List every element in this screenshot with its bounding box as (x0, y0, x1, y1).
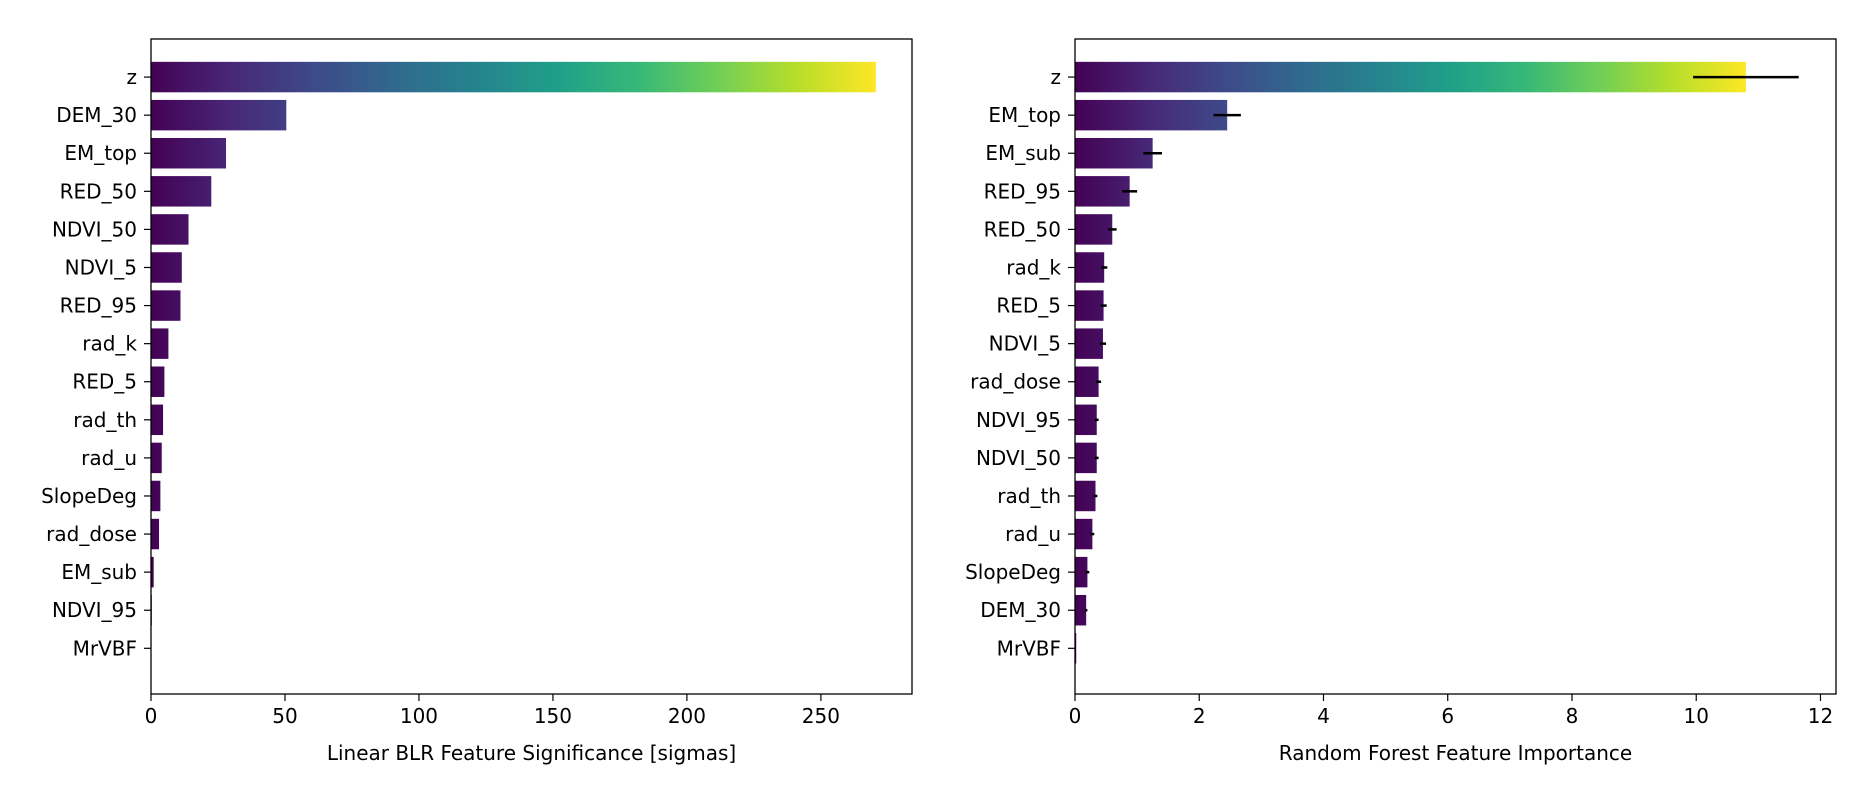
bar-ndvi-5 (151, 252, 182, 283)
x-tick-label: 100 (400, 704, 438, 728)
y-tick-label: MrVBF (997, 636, 1061, 660)
y-tick-label: DEM_30 (980, 598, 1061, 622)
y-tick-label: RED_50 (60, 179, 137, 203)
bar-rad-th (151, 404, 164, 436)
bar-red-5 (1075, 290, 1104, 321)
y-tick-label: SlopeDeg (41, 484, 137, 508)
y-tick-label: z (1051, 65, 1062, 89)
right-chart: z EM_top EM_sub RED_95 RED_50 rad_k RED_5 NDVI_… (965, 38, 1837, 765)
bar-z (1075, 61, 1746, 93)
y-tick-label: NDVI_95 (976, 408, 1061, 432)
x-tick-label: 12 (1808, 704, 1833, 728)
bar-rad-th (1075, 480, 1096, 512)
y-tick-label: DEM_30 (56, 103, 137, 127)
bar-red-5 (151, 366, 165, 397)
bar-ndvi-5 (1075, 328, 1103, 359)
bar-rad-dose (151, 518, 160, 550)
y-tick-label: rad_k (1006, 255, 1061, 279)
y-tick-label: rad_th (997, 484, 1061, 508)
x-tick-label: 8 (1566, 704, 1579, 728)
bar-slopedeg (1075, 556, 1088, 588)
bar-ndvi-95 (1075, 404, 1097, 436)
bar-dem-30 (1075, 594, 1087, 626)
bar-red-95 (151, 290, 181, 321)
y-tick-label: EM_top (988, 103, 1061, 127)
bar-em-sub (1075, 138, 1153, 169)
x-tick-label: 10 (1683, 704, 1708, 728)
x-tick-label: 6 (1441, 704, 1454, 728)
x-tick-label: 200 (668, 704, 706, 728)
y-tick-label: EM_top (64, 141, 137, 165)
bar-z (151, 61, 876, 93)
bar-rad-u (1075, 518, 1093, 550)
bar-rad-u (151, 442, 162, 474)
y-tick-label: RED_5 (996, 294, 1061, 318)
y-tick-label: z (127, 65, 138, 89)
bar-ndvi-50 (151, 214, 189, 245)
y-tick-label: NDVI_5 (989, 332, 1061, 356)
y-tick-label: RED_95 (60, 294, 137, 318)
bar-rad-k (1075, 252, 1105, 283)
y-tick-label: NDVI_95 (52, 598, 137, 622)
y-tick-label: RED_5 (72, 370, 137, 394)
y-tick-label: rad_k (82, 332, 137, 356)
y-tick-label: EM_sub (985, 141, 1061, 165)
bar-ndvi-50 (1075, 442, 1097, 474)
bar-em-top (151, 138, 227, 169)
y-tick-label: NDVI_50 (976, 446, 1061, 470)
y-tick-label: rad_th (73, 408, 137, 432)
y-tick-label: EM_sub (61, 560, 137, 584)
x-tick-label: 50 (272, 704, 297, 728)
bar-red-95 (1075, 176, 1130, 207)
y-tick-label: rad_dose (46, 522, 137, 546)
bar-red-50 (151, 176, 212, 207)
x-axis-label: Random Forest Feature Importance (1279, 741, 1632, 765)
bar-rad-k (151, 328, 169, 359)
y-tick-label: RED_95 (984, 179, 1061, 203)
bar-red-50 (1075, 214, 1113, 245)
y-tick-label: RED_50 (984, 217, 1061, 241)
x-axis-label: Linear BLR Feature Significance [sigmas] (327, 741, 736, 765)
plot-frame (1074, 38, 1837, 695)
x-tick-label: 150 (534, 704, 572, 728)
y-tick-label: NDVI_5 (65, 255, 137, 279)
bar-slopedeg (151, 480, 161, 512)
plot-frame (150, 38, 913, 695)
bar-em-sub (151, 556, 154, 588)
x-tick-label: 0 (145, 704, 158, 728)
y-tick-label: SlopeDeg (965, 560, 1061, 584)
y-tick-label: rad_u (81, 446, 137, 470)
x-tick-label: 4 (1317, 704, 1330, 728)
y-tick-label: MrVBF (73, 636, 137, 660)
y-tick-label: rad_u (1005, 522, 1061, 546)
bar-dem-30 (151, 99, 287, 131)
bar-rad-dose (1075, 366, 1099, 397)
y-tick-label: rad_dose (970, 370, 1061, 394)
bar-em-top (1075, 99, 1228, 131)
x-tick-label: 2 (1193, 704, 1206, 728)
x-tick-label: 0 (1069, 704, 1082, 728)
left-chart: zDEM_30EM_topRED_50NDVI_50NDVI_5RED_95ra… (41, 38, 913, 765)
y-tick-label: NDVI_50 (52, 217, 137, 241)
x-tick-label: 250 (802, 704, 840, 728)
